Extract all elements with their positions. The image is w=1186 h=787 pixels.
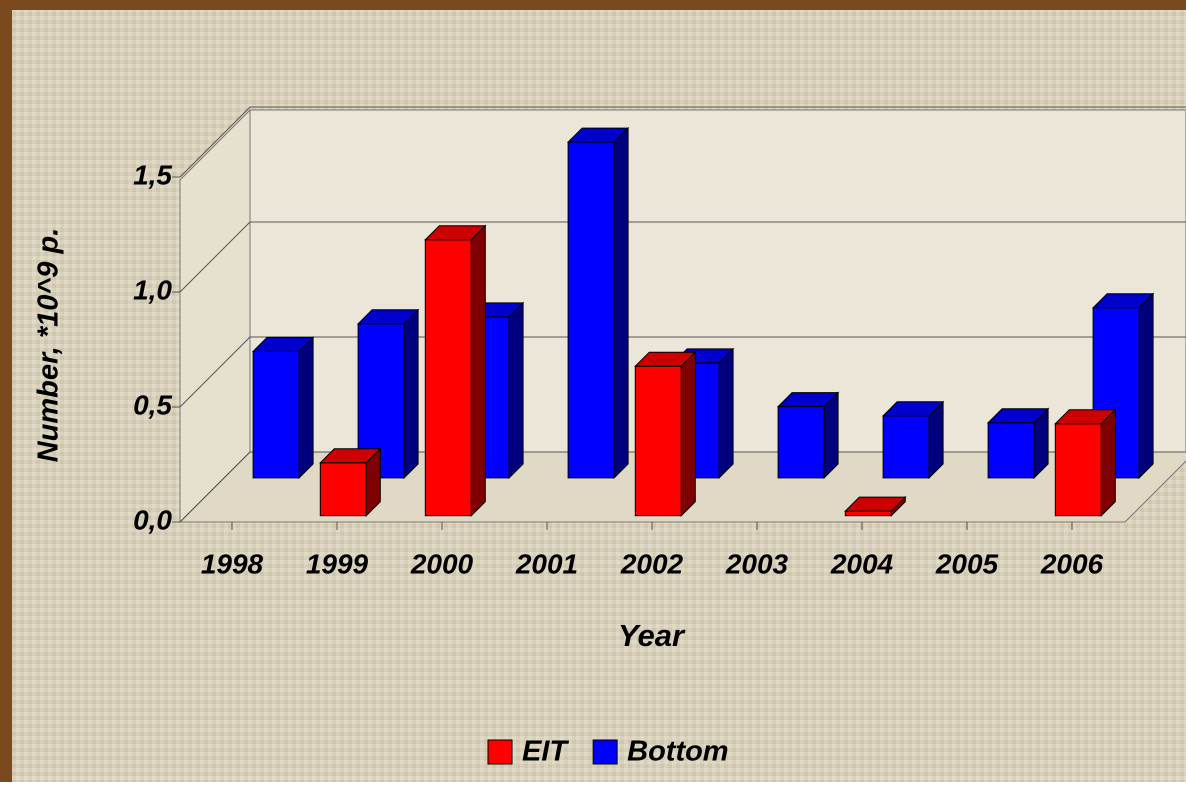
grid-line: [179, 106, 1186, 178]
y-tick-label: 1,5: [133, 159, 172, 190]
bar-side: [1033, 407, 1049, 480]
bar: [319, 447, 382, 517]
bar-side: [508, 301, 524, 480]
bar-front: [634, 365, 682, 517]
x-tick-label: 1999: [306, 548, 369, 579]
bar-front: [252, 350, 300, 479]
bar-front: [844, 510, 892, 517]
bar-side: [403, 308, 419, 480]
bar-front: [777, 406, 825, 479]
x-tick-label: 2005: [935, 548, 999, 579]
bar-front: [424, 239, 472, 517]
y-tick-label: 0,0: [133, 504, 172, 535]
legend-swatch: [592, 739, 618, 765]
bar-side: [680, 350, 696, 517]
x-tick-label: 2004: [830, 548, 894, 579]
bar-side: [823, 391, 839, 480]
bar-front: [882, 415, 930, 479]
bar-side: [718, 347, 734, 480]
bar: [776, 391, 840, 480]
x-tick-label: 2003: [725, 548, 789, 579]
x-tick-label: 1998: [201, 548, 264, 579]
bar-front: [567, 141, 615, 479]
y-axis-title: Number, *10^9 p.: [33, 228, 65, 463]
bar: [881, 400, 945, 480]
bar-front: [319, 462, 367, 517]
bar-side: [890, 495, 906, 517]
x-tick-label: 2001: [515, 548, 578, 579]
bar-side: [1138, 292, 1154, 480]
bar-side: [298, 336, 314, 480]
bar-side: [470, 224, 486, 517]
legend-label: Bottom: [627, 736, 728, 768]
bar: [1091, 292, 1155, 480]
bar-side: [1100, 408, 1116, 517]
bar: [844, 495, 907, 517]
bar: [671, 347, 735, 480]
x-tick-label: 2000: [410, 548, 474, 579]
legend: EIT Bottom: [487, 736, 729, 768]
bar: [634, 350, 697, 517]
side-wall: [179, 108, 251, 524]
bar-front: [987, 422, 1035, 479]
legend-label: EIT: [522, 736, 569, 768]
y-tick-label: 1,0: [133, 274, 172, 305]
bar: [251, 336, 315, 480]
bar-front: [1054, 423, 1102, 517]
bar-side: [928, 400, 944, 480]
x-axis-title: Year: [618, 618, 686, 653]
grid-line: [179, 336, 1186, 408]
bar: [1054, 408, 1117, 517]
bar: [986, 407, 1050, 480]
y-tick-label: 0,5: [133, 389, 172, 420]
bar: [424, 224, 487, 517]
bar: [566, 126, 630, 480]
x-tick-label: 2006: [1040, 548, 1104, 579]
bar-side: [365, 447, 381, 517]
bar-side: [613, 126, 629, 480]
grid-line: [179, 221, 1186, 293]
legend-swatch: [487, 739, 513, 765]
x-tick-label: 2002: [620, 548, 684, 579]
grid-line: [179, 451, 1186, 523]
